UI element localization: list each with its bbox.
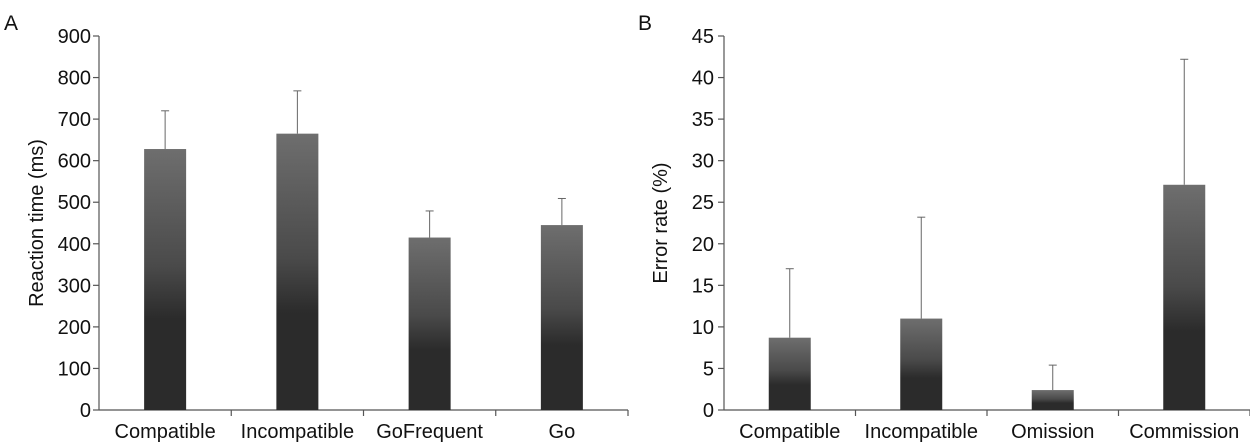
y-tick-label: 800: [58, 68, 91, 90]
y-tick-label: 10: [692, 317, 714, 339]
x-category-label: Incompatible: [241, 421, 354, 443]
x-category-label: Compatible: [739, 421, 840, 443]
y-tick-label: 0: [80, 400, 91, 422]
x-category-label: Incompatible: [865, 421, 978, 443]
panel-b: B 0 5 10 15 20 25 30 35 40 45 Error rate (%) Compati…: [638, 12, 1250, 443]
y-tick-label: 500: [58, 192, 91, 214]
y-tick-label: 15: [692, 275, 714, 297]
y-tick-label: 20: [692, 234, 714, 256]
bar: [900, 318, 943, 410]
y-tick-label: 100: [58, 358, 91, 380]
x-category-label: Commission: [1129, 421, 1239, 443]
y-tick-label: 0: [703, 400, 714, 422]
panel-label: B: [638, 12, 652, 35]
x-category-label: Compatible: [115, 421, 216, 443]
y-tick-label: 5: [703, 358, 714, 380]
x-category-label: Omission: [1011, 421, 1094, 443]
bar: [540, 225, 583, 410]
y-axis-label: Error rate (%): [650, 162, 672, 283]
bar: [408, 237, 451, 410]
y-axis-label: Reaction time (ms): [26, 139, 48, 307]
y-tick-label: 35: [692, 109, 714, 131]
y-tick-label: 700: [58, 109, 91, 131]
y-tick-label: 200: [58, 317, 91, 339]
y-tick-label: 900: [58, 26, 91, 48]
panel-a: A 0 100 200 300 400 500 600 700 800 900 Reaction ti…: [4, 12, 629, 443]
y-tick-label: 25: [692, 192, 714, 214]
bar: [768, 337, 811, 410]
y-tick-label: 45: [692, 26, 714, 48]
x-category-label: GoFrequent: [376, 421, 483, 443]
y-tick-label: 300: [58, 275, 91, 297]
bar: [144, 149, 187, 410]
y-tick-label: 40: [692, 68, 714, 90]
bar: [276, 133, 319, 410]
bar: [1163, 184, 1206, 410]
y-tick-label: 400: [58, 234, 91, 256]
y-tick-label: 30: [692, 151, 714, 173]
y-tick-label: 600: [58, 151, 91, 173]
bar: [1031, 390, 1074, 410]
panel-label: A: [4, 12, 18, 35]
x-category-label: Go: [549, 421, 576, 443]
